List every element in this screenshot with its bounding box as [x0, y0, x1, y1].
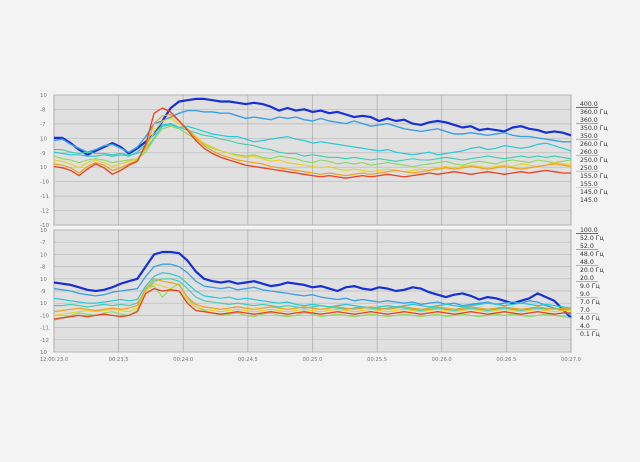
y-tick-label: -10 [40, 313, 49, 319]
y-tick-label: -9 [40, 289, 46, 295]
legend-entry: 7.0 Гц [580, 299, 600, 306]
y-tick-label: -7 [40, 240, 46, 246]
y-tick-label: 10 [40, 228, 47, 234]
x-tick-label: 00:26.0 [432, 357, 452, 363]
legend-entry: 48.0 Гц [580, 251, 604, 258]
legend-entry: 20.0 Гц [580, 267, 604, 274]
series-line-lower-7 [53, 287, 571, 320]
y-tick-label: -7 [40, 122, 46, 128]
y-tick-label: -8 [40, 107, 46, 113]
y-tick-label: -10 [40, 223, 49, 229]
legend-entry: 260.0 [580, 149, 598, 156]
legend-entry: 20.0 [580, 275, 594, 282]
x-tick-label: 00:23.5 [109, 357, 129, 363]
legend-entry: 4.0 Гц [580, 315, 600, 322]
y-tick-label: 10 [40, 252, 47, 258]
legend-entry: 400.0 [580, 101, 598, 108]
x-tick-label: 00:27.0 [561, 357, 581, 363]
y-tick-label: 10 [40, 93, 47, 99]
x-tick-label: 00:25.5 [367, 357, 387, 363]
legend-entry: 250.0 [580, 165, 598, 172]
x-tick-label: 00:26.5 [496, 357, 516, 363]
x-tick-label: 00:24.0 [173, 357, 193, 363]
series-line-upper-3 [54, 124, 572, 162]
legend-entry: 350.0 Гц [580, 125, 608, 132]
series-line-upper-2 [53, 122, 572, 157]
y-tick-label: -8 [40, 265, 46, 271]
legend-entry: 145.0 [580, 197, 598, 204]
legend-entry: 4.0 [580, 323, 590, 330]
y-tick-label: -12 [40, 209, 49, 215]
y-tick-label: 10 [40, 301, 47, 307]
y-tick-label: -11 [40, 326, 49, 332]
series-line-upper-7 [53, 107, 571, 179]
legend-entry: 360.0 Гц [580, 109, 608, 116]
x-tick-label: 12:00:23.0 [40, 357, 68, 363]
series-line-lower-0 [53, 250, 572, 319]
legend-entry: 100.0 [580, 227, 598, 234]
legend-entry: 350.0 [580, 133, 598, 140]
legend-entry: 48.0 [580, 259, 594, 266]
series-line-upper-0 [54, 97, 572, 156]
series-line-lower-6 [53, 278, 572, 313]
x-tick-label: 00:25.0 [303, 357, 323, 363]
y-tick-label: -10 [40, 180, 49, 186]
legend-entry: 360.0 [580, 117, 598, 124]
y-tick-label: 10 [40, 136, 47, 142]
legend-entry: 9.0 Гц [580, 283, 600, 290]
y-tick-label: -9 [40, 151, 46, 157]
series-line-upper-1 [53, 109, 571, 153]
legend-entry: 260.0 Гц [580, 141, 608, 148]
legend-entry: 155.0 [580, 181, 598, 188]
legend-entry: 0.1 Гц [580, 331, 600, 338]
legend-entry: 9.0 [580, 291, 590, 298]
series-line-lower-2 [53, 272, 572, 309]
series-line-lower-5 [53, 283, 571, 316]
legend-entry: 145.0 Гц [580, 189, 608, 196]
x-tick-label: 00:24.5 [238, 357, 258, 363]
legend-entry: 250.0 Гц [580, 157, 608, 164]
y-tick-label: 10 [40, 165, 47, 171]
y-tick-label: 10 [40, 350, 47, 356]
legend-entry: 52.0 Гц [580, 235, 604, 242]
panel-lower: 10 -7 10 -8 10 -9 10 -10 -11 -12 10 100.052.0 Гц52.… [40, 227, 604, 356]
y-tick-label: 10 [40, 277, 47, 283]
y-tick-label: -12 [40, 338, 49, 344]
series-line-lower-1 [53, 263, 572, 316]
legend-entry: 7.0 [580, 307, 590, 314]
legend-entry: 155.0 Гц [580, 173, 608, 180]
y-tick-label: -11 [40, 194, 49, 200]
legend-entry: 52.0 [580, 243, 594, 250]
